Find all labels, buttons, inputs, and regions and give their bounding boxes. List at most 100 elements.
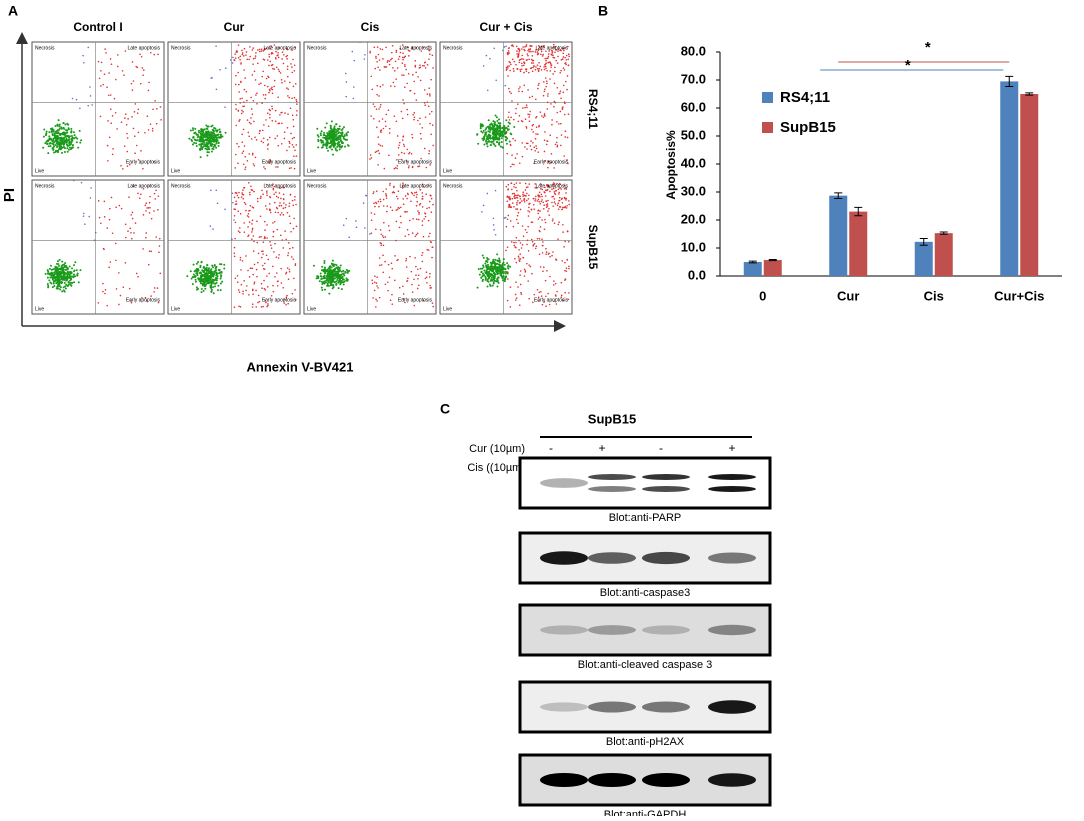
event-dot [500,134,503,137]
event-dot [337,281,340,284]
event-dot [317,135,320,138]
event-dot [266,144,269,146]
panel-label: A [8,3,18,19]
event-dot [89,197,92,199]
event-dot [220,270,223,273]
event-dot [60,137,63,140]
event-dot [274,211,277,214]
event-dot [269,158,271,161]
event-dot [70,141,73,144]
event-dot [505,225,508,228]
event-dot [286,75,289,78]
event-dot [106,227,109,229]
event-dot [192,273,195,276]
event-dot [397,58,400,60]
event-dot [260,82,262,85]
event-dot [537,194,539,196]
quadrant-label: Late apoptosis [263,183,296,189]
event-dot [553,191,556,193]
event-dot [529,145,532,147]
event-dot [549,62,552,65]
event-dot [326,143,329,146]
event-dot [288,270,291,273]
event-dot [377,164,379,166]
event-dot [414,235,417,238]
event-dot [262,253,264,255]
event-dot [248,294,250,296]
event-dot [45,130,48,133]
event-dot [89,86,91,88]
event-dot [145,210,147,212]
event-dot [532,141,534,144]
event-dot [506,200,509,203]
event-dot [397,190,400,193]
event-dot [378,205,380,208]
event-dot [252,57,255,60]
event-dot [533,65,535,68]
event-dot [242,290,244,293]
event-dot [66,284,69,287]
event-dot [251,289,254,292]
event-dot [131,89,134,91]
event-dot [527,54,529,57]
event-dot [251,229,254,231]
event-dot [519,70,522,73]
event-dot [251,153,254,156]
event-dot [131,237,133,240]
event-dot [560,188,562,190]
event-dot [262,141,265,144]
event-dot [252,273,254,276]
event-dot [515,112,517,115]
event-dot [62,146,65,149]
event-dot [495,134,498,137]
event-dot [412,73,414,76]
event-dot [524,189,527,191]
event-dot [345,134,348,137]
event-dot [51,134,54,137]
event-dot [543,208,545,210]
event-dot [494,144,497,147]
event-dot [509,206,511,209]
bar [849,211,868,276]
event-dot [411,46,414,48]
event-dot [553,82,556,85]
event-dot [527,198,530,200]
event-dot [157,195,160,197]
event-dot [535,115,538,118]
event-dot [492,258,495,261]
event-dot [476,286,479,289]
event-dot [236,142,238,145]
event-dot [502,268,505,271]
event-dot [555,49,558,51]
event-dot [276,280,279,283]
event-dot [552,284,555,286]
event-dot [105,52,107,54]
event-dot [251,152,254,155]
event-dot [553,300,555,303]
event-dot [398,226,401,229]
event-dot [379,85,382,88]
event-dot [385,113,388,116]
event-dot [378,120,381,122]
event-dot [90,187,92,189]
event-dot [487,138,490,141]
event-dot [111,115,114,117]
event-dot [79,269,82,272]
event-dot [559,206,562,208]
event-dot [384,260,386,263]
event-dot [547,253,550,255]
event-dot [428,152,430,155]
event-dot [509,265,512,268]
event-dot [145,236,147,239]
event-dot [488,283,491,286]
event-dot [561,201,564,204]
event-dot [388,229,391,232]
event-dot [241,109,243,112]
event-dot [57,274,60,277]
event-dot [563,155,565,157]
event-dot [546,82,548,85]
event-dot [355,226,358,228]
event-dot [565,59,568,61]
event-dot [294,83,297,85]
event-dot [375,282,378,284]
